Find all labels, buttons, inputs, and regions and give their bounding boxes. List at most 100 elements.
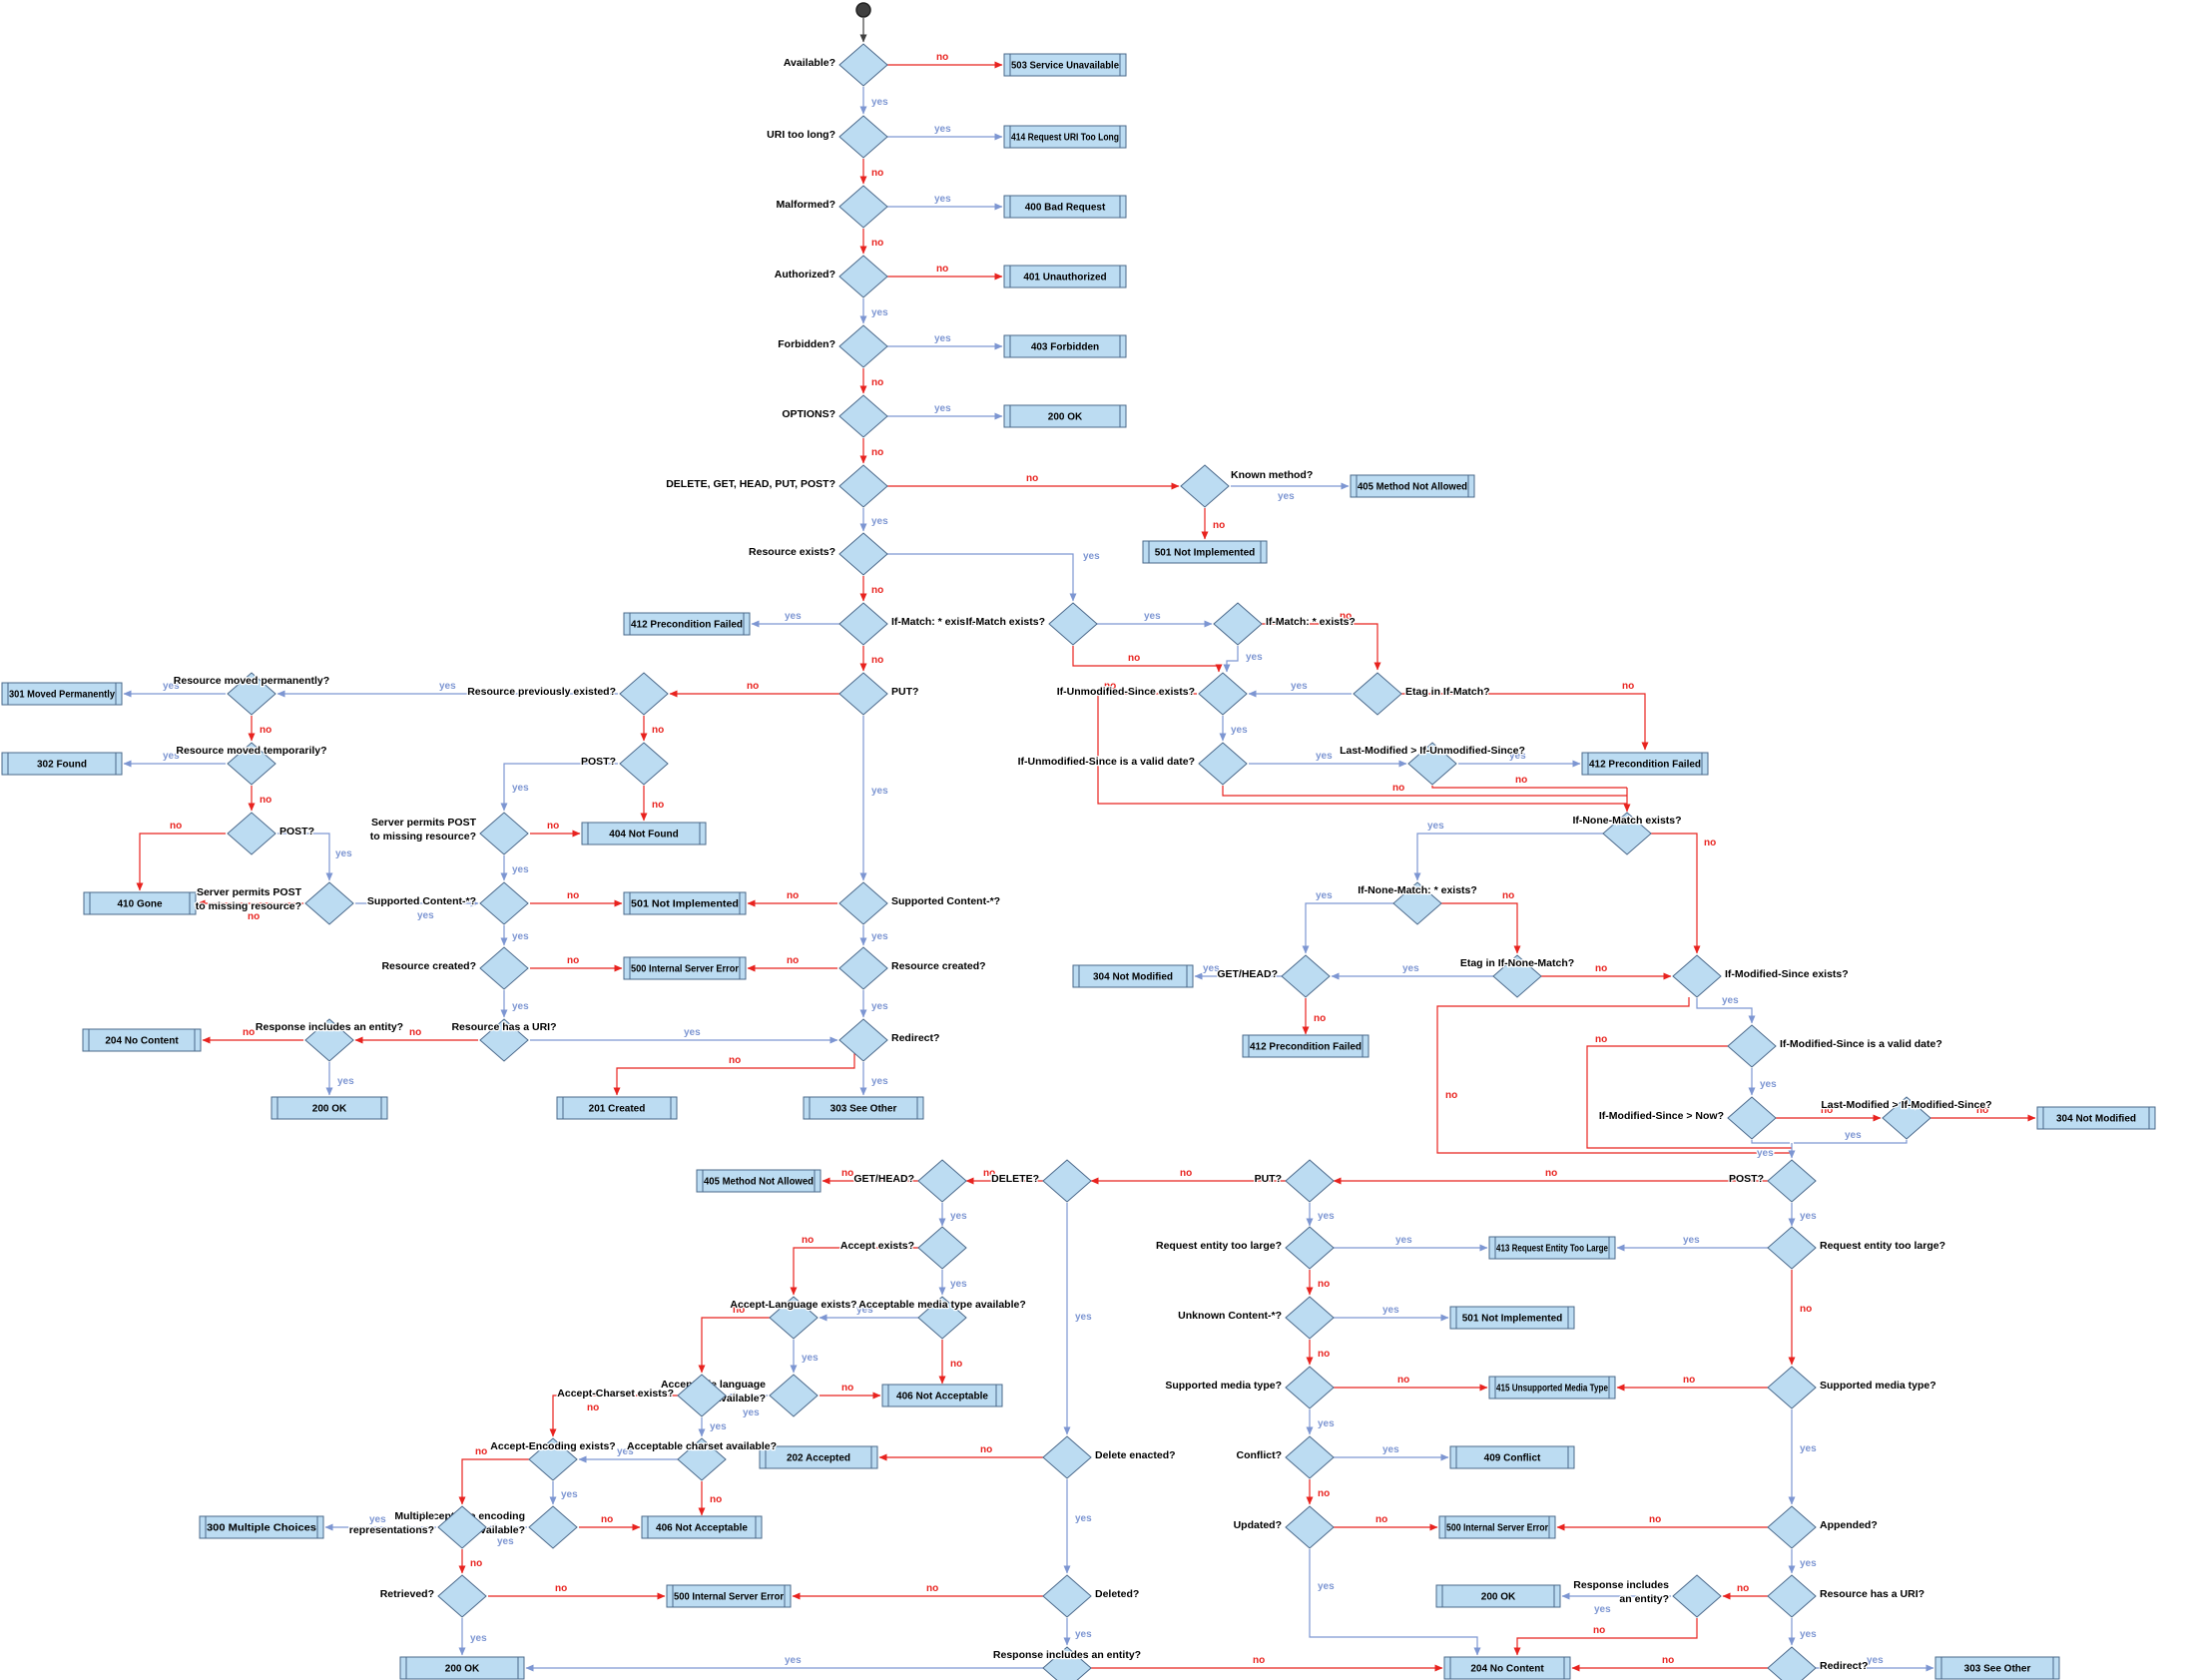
no-label: no xyxy=(409,1027,421,1038)
no-label: no xyxy=(980,1444,992,1455)
yes-label: yes xyxy=(617,1446,634,1457)
edge: no xyxy=(1513,1618,1698,1656)
yes-label: yes xyxy=(1291,681,1308,692)
decision-label-malformed: Malformed? xyxy=(776,199,835,211)
decision-label-available: Available? xyxy=(784,57,835,69)
status-box-400: 400 Bad Request xyxy=(1003,195,1127,219)
decision-label-req-large-put: Request entity too large? xyxy=(1156,1240,1282,1252)
yes-label: yes xyxy=(1246,652,1263,663)
decision-available: Available? xyxy=(783,43,888,87)
yes-label: yes xyxy=(871,97,888,108)
edge: yes xyxy=(1748,1068,1778,1096)
decision-options: OPTIONS? xyxy=(781,394,888,438)
edge: yes xyxy=(1788,1549,1818,1574)
status-label-500-c: 500 Internal Server Error xyxy=(1446,1523,1548,1534)
no-label: no xyxy=(871,377,883,388)
edge: yes xyxy=(887,550,1101,602)
yes-label: yes xyxy=(934,194,951,205)
edge: no xyxy=(698,1304,770,1374)
edge: no xyxy=(878,1443,1043,1461)
decision-has-uri-post: Resource has a URI? xyxy=(1767,1574,1925,1618)
decision-label-redirect-post: Redirect? xyxy=(1820,1660,1868,1672)
yes-label: yes xyxy=(439,681,456,692)
decision-label-ims-valid: If-Modified-Since is a valid date? xyxy=(1780,1038,1942,1050)
yes-label: yes xyxy=(934,403,951,414)
yes-label: yes xyxy=(1278,491,1295,502)
decision-delete-m: DELETE? xyxy=(990,1159,1092,1203)
decision-label-acc-enc-avail: available? xyxy=(474,1524,525,1536)
decision-put: PUT? xyxy=(838,672,920,716)
status-box-300: 300 Multiple Choices xyxy=(199,1515,324,1539)
status-label-412-c: 412 Precondition Failed xyxy=(1250,1042,1362,1053)
decision-post-m: POST? xyxy=(1728,1159,1817,1203)
edge: no xyxy=(1571,1654,1768,1672)
decision-label-big-method: DELETE, GET, HEAD, PUT, POST? xyxy=(666,478,835,490)
decision-label-resp-entity-post: an entity? xyxy=(1619,1593,1669,1605)
no-label: no xyxy=(1392,783,1404,794)
no-label: no xyxy=(1318,1488,1330,1499)
status-box-202: 202 Accepted xyxy=(759,1445,878,1469)
yes-label: yes xyxy=(512,1001,529,1012)
decision-label-acc-charset-avail: Acceptable charset available? xyxy=(627,1440,777,1452)
decision-label-put: PUT? xyxy=(891,686,918,698)
yes-label: yes xyxy=(1800,1629,1817,1640)
edge: yes xyxy=(549,1481,579,1505)
edge: no xyxy=(1930,1104,2036,1122)
status-label-406-b: 406 Not Acceptable xyxy=(656,1523,748,1534)
decision-label-acc-charset-exists: Accept-Charset exists? xyxy=(557,1388,674,1400)
no-label: no xyxy=(871,447,883,458)
decision-label-srv-post-d: Server permits POST xyxy=(371,817,477,829)
yes-label: yes xyxy=(950,1279,967,1290)
decision-ius-exists: If-Unmodified-Since exists? xyxy=(1055,672,1248,716)
decision-uri-too-long: URI too long? xyxy=(766,115,888,159)
edge: no xyxy=(579,1513,641,1531)
decision-has-uri-d: Resource has a URI? xyxy=(450,1018,558,1062)
yes-label: yes xyxy=(871,516,888,527)
decision-delete-enacted: Delete enacted? xyxy=(1042,1435,1177,1479)
yes-label: yes xyxy=(163,751,180,762)
yes-label: yes xyxy=(1800,1558,1817,1569)
decision-label-multiple-reps: representations? xyxy=(349,1524,434,1536)
decision-lm-gt-ius: Last-Modified > If-Unmodified-Since? xyxy=(1339,742,1526,786)
status-label-406-a: 406 Not Acceptable xyxy=(896,1392,988,1402)
decision-if-match-exists: If-Match exists? xyxy=(964,602,1098,646)
edge: yes xyxy=(487,1523,527,1548)
edge: yes xyxy=(1306,1409,1336,1435)
edge: yes xyxy=(859,87,889,115)
status-label-403: 403 Forbidden xyxy=(1031,342,1099,353)
edge: no xyxy=(859,159,884,185)
yes-label: yes xyxy=(871,1076,888,1087)
decision-label-post-m: POST? xyxy=(1729,1173,1764,1185)
edge: yes xyxy=(1223,646,1264,673)
edge: no xyxy=(530,820,581,838)
edge: no xyxy=(488,1582,666,1600)
decision-label-put-m: PUT? xyxy=(1255,1173,1282,1185)
yes-label: yes xyxy=(1075,1629,1092,1640)
edge: yes xyxy=(123,750,226,768)
edge: no xyxy=(1306,1270,1331,1296)
edge: no xyxy=(859,646,884,672)
no-label: no xyxy=(1104,681,1116,692)
no-label: no xyxy=(475,1446,487,1457)
yes-label: yes xyxy=(1316,751,1333,762)
no-label: no xyxy=(733,1305,745,1316)
no-label: no xyxy=(871,168,883,179)
no-label: no xyxy=(747,681,759,692)
decision-label-delete-enacted: Delete enacted? xyxy=(1095,1449,1176,1461)
decision-resp-entity-c: Response includes an entity? xyxy=(255,1018,404,1062)
yes-label: yes xyxy=(1318,1581,1335,1592)
decision-acc-lang-exists: Accept-Language exists? xyxy=(729,1296,858,1340)
edge: no xyxy=(887,263,1003,280)
no-label: no xyxy=(871,238,883,249)
edge: yes xyxy=(887,332,1003,350)
yes-label: yes xyxy=(1845,1130,1862,1141)
no-label: no xyxy=(787,955,799,966)
status-box-500-b: 500 Internal Server Error xyxy=(666,1584,792,1608)
edge: yes xyxy=(751,610,839,628)
decision-label-acc-lang-avail: available? xyxy=(715,1393,766,1404)
edge: no xyxy=(136,820,226,891)
decision-inm-star: If-None-Match: * exists? xyxy=(1357,881,1478,925)
status-label-204-a: 204 No Content xyxy=(105,1036,179,1047)
edge: yes xyxy=(525,1654,1043,1672)
